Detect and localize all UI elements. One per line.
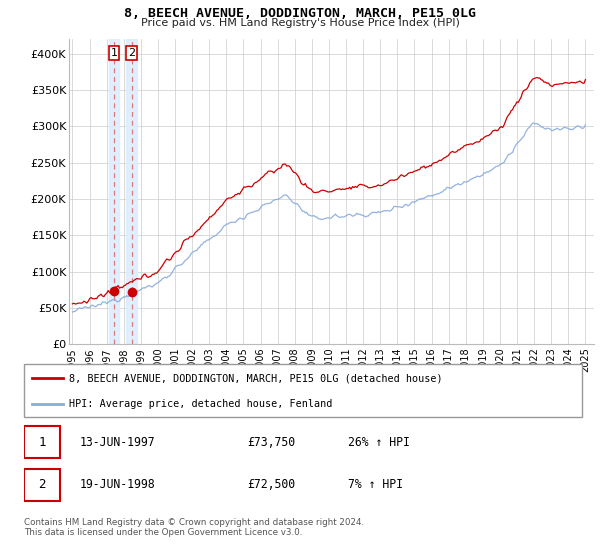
Text: £73,750: £73,750 <box>247 436 295 449</box>
Text: 8, BEECH AVENUE, DODDINGTON, MARCH, PE15 0LG (detached house): 8, BEECH AVENUE, DODDINGTON, MARCH, PE15… <box>68 374 442 384</box>
Text: 1: 1 <box>110 48 118 58</box>
FancyBboxPatch shape <box>24 364 582 417</box>
FancyBboxPatch shape <box>24 469 60 501</box>
Text: HPI: Average price, detached house, Fenland: HPI: Average price, detached house, Fenl… <box>68 399 332 409</box>
Text: 2: 2 <box>38 478 46 491</box>
Text: 19-JUN-1998: 19-JUN-1998 <box>80 478 155 491</box>
Text: 8, BEECH AVENUE, DODDINGTON, MARCH, PE15 0LG: 8, BEECH AVENUE, DODDINGTON, MARCH, PE15… <box>124 7 476 20</box>
Bar <box>127 39 137 344</box>
Text: 26% ↑ HPI: 26% ↑ HPI <box>347 436 410 449</box>
Text: 7% ↑ HPI: 7% ↑ HPI <box>347 478 403 491</box>
Text: 2: 2 <box>128 48 135 58</box>
Text: £72,500: £72,500 <box>247 478 295 491</box>
Text: Contains HM Land Registry data © Crown copyright and database right 2024.
This d: Contains HM Land Registry data © Crown c… <box>24 518 364 538</box>
Bar <box>109 39 119 344</box>
Text: Price paid vs. HM Land Registry's House Price Index (HPI): Price paid vs. HM Land Registry's House … <box>140 18 460 28</box>
FancyBboxPatch shape <box>24 426 60 458</box>
Text: 1: 1 <box>38 436 46 449</box>
Text: 13-JUN-1997: 13-JUN-1997 <box>80 436 155 449</box>
